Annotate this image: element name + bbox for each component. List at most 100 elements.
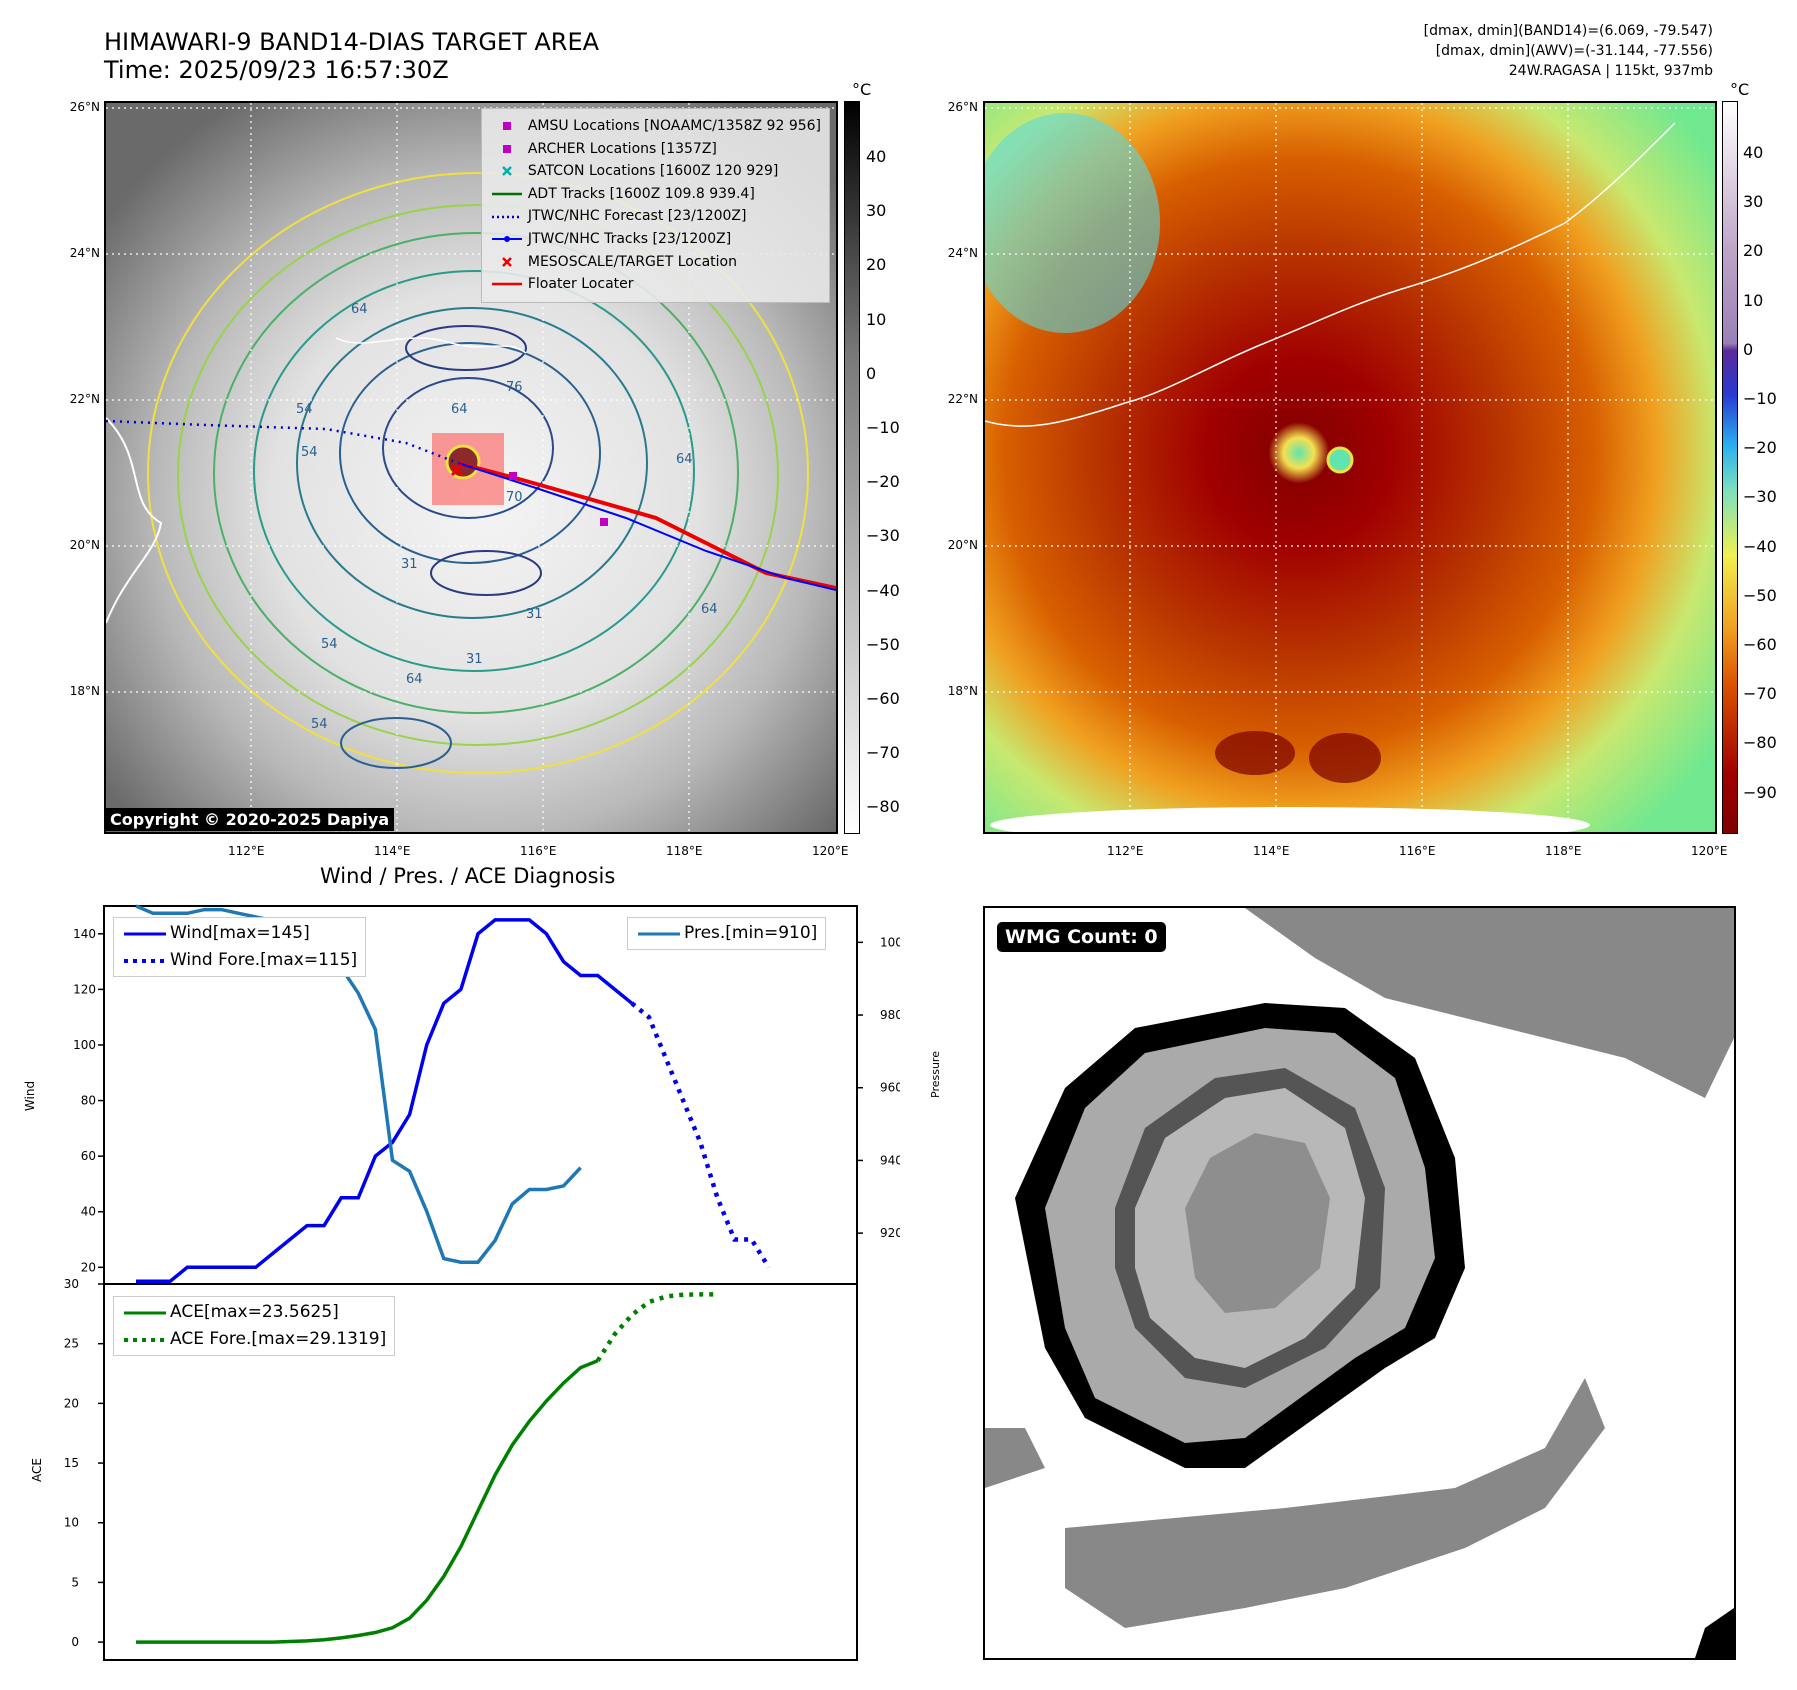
map-legend-item: MESOSCALE/TARGET Location <box>490 251 821 274</box>
tick-label: 114°E <box>374 844 411 858</box>
tick-label: 112°E <box>228 844 265 858</box>
pressure-tick-label: 940 <box>880 1153 900 1167</box>
ace-tick-label: 25 <box>64 1337 79 1351</box>
info-awv: [dmax, dmin](AWV)=(-31.144, -77.556) <box>1435 43 1713 59</box>
wmg-image <box>985 908 1734 1658</box>
colorbar-tick: −40 <box>866 580 900 600</box>
map-legend-label: ARCHER Locations [1357Z] <box>527 140 717 157</box>
colorbar-tick: −50 <box>866 634 900 654</box>
right-colorbar-unit: °C <box>1730 80 1750 99</box>
colorbar-tick: −20 <box>1743 438 1777 458</box>
wind-line <box>136 918 634 1283</box>
wmg-count-badge: WMG Count: 0 <box>997 922 1166 952</box>
contour-label: 54 <box>301 445 318 460</box>
ace-axis-label: ACE <box>30 1458 44 1482</box>
map-legend-label: Floater Locater <box>527 276 634 293</box>
ace-tick-label: 5 <box>71 1575 79 1589</box>
tick-label: 116°E <box>520 844 557 858</box>
tick-label: 24°N <box>947 246 978 260</box>
colorbar-tick: 0 <box>866 363 877 383</box>
colorbar-tick: −80 <box>1743 733 1777 753</box>
pressure-axis-label: Pressure <box>929 1051 942 1098</box>
pressure-tick-label: 920 <box>880 1226 900 1240</box>
colorbar-tick: −80 <box>866 797 900 817</box>
contour-label: 64 <box>351 302 368 317</box>
colorbar-tick: 10 <box>1743 290 1764 310</box>
pressure-tick-label: 980 <box>880 1008 900 1022</box>
map-legend-label: JTWC/NHC Forecast [23/1200Z] <box>527 208 747 225</box>
tick-label: 18°N <box>69 684 100 698</box>
map-legend-item: Floater Locater <box>490 273 821 296</box>
contour-label: 64 <box>406 672 423 687</box>
colorbar-tick: 30 <box>866 201 887 221</box>
contour-label: 64 <box>676 452 693 467</box>
ace-line <box>136 1359 599 1644</box>
map-legend-label: JTWC/NHC Tracks [23/1200Z] <box>527 230 732 247</box>
right-colorbar <box>1722 101 1738 834</box>
wind-tick-label: 80 <box>81 1094 96 1108</box>
colorbar-tick: −30 <box>1743 487 1777 507</box>
map-legend-label: AMSU Locations [NOAAMC/1358Z 92 956] <box>527 118 821 134</box>
map-legend: AMSU Locations [NOAAMC/1358Z 92 956] ARCH… <box>480 108 830 303</box>
legend-ace-forecast: ACE Fore.[max=29.1319] <box>170 1329 387 1349</box>
tick-label: 112°E <box>1107 844 1144 858</box>
wind-tick-label: 140 <box>73 927 96 941</box>
colorbar-tick: 40 <box>866 147 887 166</box>
contour-label: 54 <box>321 637 338 652</box>
colorbar-tick: −50 <box>1743 585 1777 605</box>
colorbar-tick: −70 <box>1743 684 1777 704</box>
legend-pressure: Pres.[min=910] <box>684 923 818 943</box>
page-subtitle-time: Time: 2025/09/23 16:57:30Z <box>104 56 449 84</box>
legend-ace: ACE[max=23.5625] <box>170 1302 339 1322</box>
tick-label: 116°E <box>1399 844 1436 858</box>
map-legend-item: SATCON Locations [1600Z 120 929] <box>490 160 821 183</box>
colorbar-tick: −30 <box>866 526 900 546</box>
map-legend-label: SATCON Locations [1600Z 120 929] <box>527 163 779 180</box>
pressure-legend: Pres.[min=910] <box>627 917 827 950</box>
colorbar-tick: −10 <box>1743 389 1777 408</box>
contour-label: 54 <box>296 402 313 417</box>
left-colorbar-unit: °C <box>852 80 872 99</box>
wmg-panel <box>983 906 1736 1660</box>
map-legend-item: ARCHER Locations [1357Z] <box>490 138 821 161</box>
colorbar-tick: −90 <box>1743 782 1777 802</box>
tick-label: 120°E <box>812 844 849 858</box>
tick-label: 22°N <box>69 392 100 406</box>
map-legend-item: AMSU Locations [NOAAMC/1358Z 92 956] <box>490 115 821 138</box>
tick-label: 20°N <box>69 538 100 552</box>
tick-label: 18°N <box>947 684 978 698</box>
awv-map-image <box>985 103 1715 832</box>
ace-tick-label: 10 <box>64 1516 79 1530</box>
wind-tick-label: 40 <box>81 1205 96 1219</box>
tick-label: 114°E <box>1253 844 1290 858</box>
copyright-label: Copyright © 2020-2025 Dapiya <box>105 808 395 831</box>
colorbar-tick: 20 <box>1743 241 1764 261</box>
wind-tick-label: 120 <box>73 982 96 996</box>
pressure-line <box>135 904 582 1264</box>
wind-legend: Wind[max=145] Wind Fore.[max=115] <box>113 917 367 977</box>
colorbar-tick: −20 <box>866 472 900 492</box>
ace-tick-label: 15 <box>64 1456 79 1470</box>
colorbar-tick: −70 <box>866 743 900 763</box>
contour-label: 31 <box>526 607 543 622</box>
colorbar-tick: 40 <box>1743 143 1764 162</box>
page-title: HIMAWARI-9 BAND14-DIAS TARGET AREA <box>104 28 600 56</box>
chart-title: Wind / Pres. / ACE Diagnosis <box>320 864 616 888</box>
wind-tick-label: 100 <box>73 1038 96 1052</box>
tick-label: 24°N <box>69 246 100 260</box>
colorbar-tick: −60 <box>866 689 900 708</box>
tick-label: 22°N <box>947 392 978 406</box>
map-legend-item: JTWC/NHC Tracks [23/1200Z] <box>490 228 821 251</box>
contour-label: 64 <box>701 602 718 617</box>
contour-label: 70 <box>506 490 523 505</box>
left-colorbar <box>844 101 860 834</box>
wind-forecast-line <box>630 1001 771 1269</box>
ace-tick-label: 30 <box>64 1277 79 1291</box>
map-legend-label: ADT Tracks [1600Z 109.8 939.4] <box>527 185 755 202</box>
map-legend-item: JTWC/NHC Forecast [23/1200Z] <box>490 205 821 228</box>
colorbar-tick: 20 <box>866 255 887 275</box>
wind-tick-label: 20 <box>81 1260 96 1274</box>
colorbar-tick: −40 <box>1743 536 1777 556</box>
